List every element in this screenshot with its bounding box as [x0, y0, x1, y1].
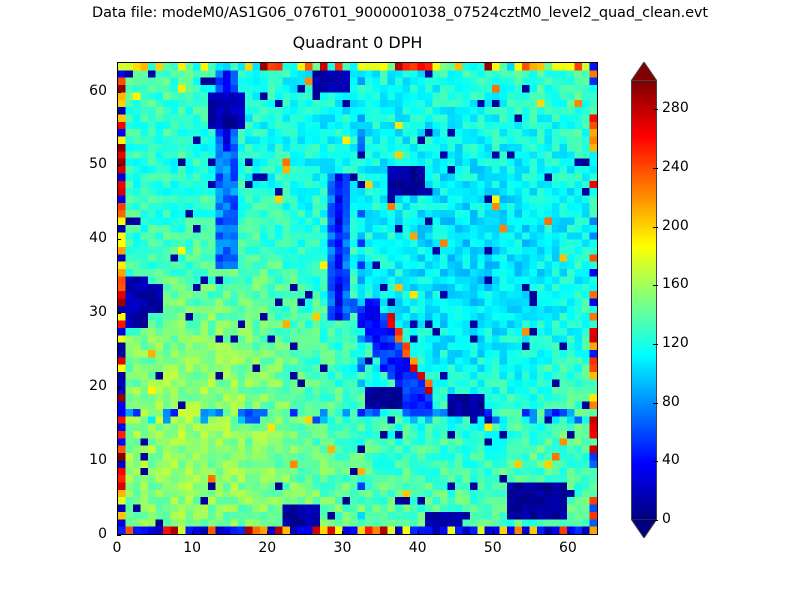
y-tick-label: 50 — [89, 156, 107, 173]
colorbar-extend-bottom-arrow — [631, 519, 657, 538]
y-tick-label: 60 — [89, 82, 107, 99]
y-tick-mark — [117, 239, 121, 241]
y-tick-mark — [117, 313, 121, 315]
y-tick-label: 0 — [98, 526, 107, 542]
colorbar-tick-mark — [653, 520, 658, 521]
y-tick-label: 40 — [89, 230, 107, 247]
y-tick-mark — [117, 387, 121, 389]
colorbar-tick-mark — [653, 402, 658, 404]
colorbar-tick-mark — [653, 285, 658, 287]
colorbar-extend-top-arrow — [631, 62, 657, 81]
colorbar-tick-label: 80 — [662, 393, 680, 410]
y-tick-label: 30 — [89, 304, 107, 321]
x-tick-mark — [492, 531, 494, 535]
x-tick-label: 0 — [112, 540, 122, 556]
heatmap-axes[interactable] — [117, 62, 598, 535]
colorbar-tick-mark — [653, 461, 658, 463]
y-tick-label: 20 — [89, 378, 107, 395]
y-tick-mark — [117, 535, 121, 536]
axes-title: Quadrant 0 DPH — [292, 33, 423, 52]
x-tick-label: 50 — [483, 540, 502, 556]
colorbar-tick-mark — [653, 344, 658, 345]
x-tick-mark — [267, 531, 269, 535]
colorbar-gradient[interactable] — [631, 80, 657, 520]
colorbar-tick-label: 280 — [662, 100, 689, 117]
y-tick-mark — [117, 165, 121, 167]
x-tick-mark — [117, 531, 118, 535]
colorbar-tick-mark — [653, 226, 658, 228]
colorbar-tick-label: 120 — [662, 335, 689, 351]
x-tick-mark — [417, 531, 419, 535]
y-tick-mark — [117, 91, 121, 93]
x-tick-mark — [342, 531, 344, 535]
figure-suptitle: Data file: modeM0/AS1G06_076T01_90000010… — [92, 5, 708, 21]
colorbar-tick-label: 200 — [662, 217, 689, 234]
colorbar-tick-label: 160 — [662, 276, 689, 293]
colorbar-tick-label: 0 — [662, 511, 671, 527]
x-tick-mark — [192, 531, 194, 535]
colorbar-tick-label: 40 — [662, 452, 680, 469]
x-tick-label: 60 — [559, 540, 577, 556]
colorbar-tick-mark — [653, 168, 658, 169]
colorbar[interactable] — [631, 62, 657, 538]
x-tick-label: 20 — [258, 540, 277, 556]
colorbar-tick-label: 240 — [662, 159, 689, 175]
x-tick-label: 40 — [408, 540, 427, 556]
x-tick-label: 10 — [183, 540, 202, 556]
colorbar-tick-mark — [653, 109, 658, 111]
y-tick-mark — [117, 461, 121, 463]
x-tick-mark — [567, 531, 569, 535]
x-tick-label: 30 — [333, 540, 352, 556]
heatmap-image[interactable] — [118, 63, 597, 534]
y-tick-label: 10 — [89, 452, 107, 469]
